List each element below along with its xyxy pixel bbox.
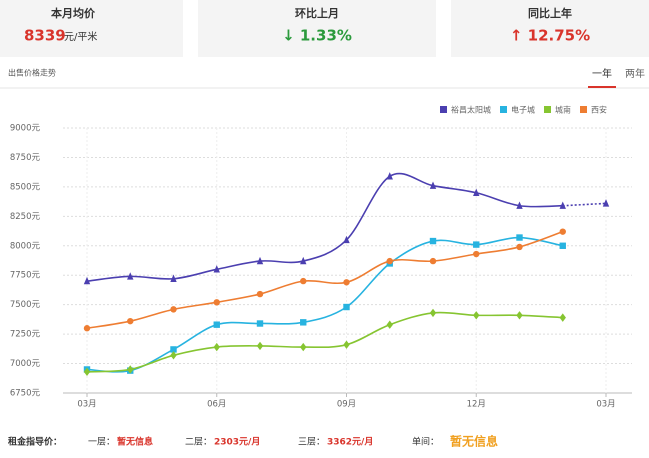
point	[516, 234, 523, 241]
point	[429, 257, 437, 265]
stat-value: 8339	[24, 27, 66, 45]
y-tick-label: 6750元	[10, 389, 41, 399]
point	[127, 272, 134, 280]
legend-label: 电子城	[511, 105, 535, 115]
point	[170, 306, 177, 313]
tab[interactable]: 两年	[625, 67, 645, 80]
stat-value: ↑ 12.75%	[510, 27, 590, 45]
rent-item-value: 暂无信息	[117, 436, 153, 448]
point	[300, 319, 307, 326]
y-tick-label: 9000元	[10, 124, 41, 134]
x-tick-label: 06月	[207, 400, 226, 410]
stat-card	[198, 0, 436, 57]
point	[386, 320, 393, 329]
stat-card	[451, 0, 649, 57]
y-tick-label: 7250元	[10, 330, 41, 340]
rent-item-value: 2303元/月	[214, 437, 260, 448]
y-tick-label: 7000元	[10, 359, 41, 369]
stat-card	[0, 0, 183, 57]
x-tick-label: 12月	[467, 400, 486, 410]
point	[213, 265, 220, 273]
stat-label: 本月均价	[51, 6, 96, 20]
point	[386, 257, 393, 265]
tab[interactable]: 一年	[592, 67, 612, 80]
y-tick-label: 8000元	[10, 241, 41, 251]
point	[127, 365, 134, 374]
point	[300, 277, 307, 285]
point	[83, 367, 91, 376]
point	[429, 237, 437, 245]
point	[386, 172, 393, 180]
point	[213, 342, 220, 352]
series-line-dashed	[562, 202, 607, 207]
y-tick-label: 8500元	[10, 182, 41, 192]
point	[473, 250, 480, 258]
rent-item-label: 单间：	[412, 436, 439, 448]
point	[170, 351, 177, 360]
legend-label: 城南	[555, 105, 571, 115]
point	[170, 274, 177, 282]
point	[256, 290, 264, 298]
point	[343, 235, 350, 244]
x-tick-label: 03月	[596, 400, 615, 410]
series-line	[86, 230, 564, 330]
point	[256, 320, 264, 327]
point	[473, 188, 480, 196]
stat-unit: 元/平米	[64, 30, 97, 43]
y-tick-label: 8250元	[10, 212, 41, 222]
legend-swatch	[544, 106, 551, 113]
point	[170, 346, 177, 353]
chart: 9000元 8750元 8500元 8250元 8000元 7750元 7500元 7250元…	[10, 105, 632, 410]
section-title: 出售价格走势	[8, 68, 56, 78]
rent-item-label: 三层：	[298, 437, 325, 448]
point	[473, 241, 480, 248]
point	[559, 242, 566, 249]
stat-label: 环比上月	[295, 6, 339, 20]
stat-value: ↓ 1.33%	[282, 27, 352, 45]
point	[429, 308, 437, 318]
rent-item-label: 二层：	[185, 437, 212, 448]
series-line	[86, 311, 563, 373]
point	[127, 317, 134, 325]
point	[516, 201, 523, 209]
rent-item-value: 暂无信息	[450, 434, 498, 449]
point	[256, 341, 264, 351]
rent-item-value: 3362元/月	[327, 437, 373, 448]
point	[256, 256, 264, 265]
legend-label: 西安	[591, 105, 607, 115]
point	[213, 321, 220, 328]
point	[602, 199, 610, 207]
point	[343, 340, 350, 349]
point	[559, 313, 566, 322]
point	[516, 243, 523, 251]
point	[559, 201, 566, 209]
point	[83, 325, 91, 332]
legend-swatch	[500, 106, 507, 113]
y-tick-label: 7750元	[10, 271, 41, 281]
x-tick-label: 09月	[337, 400, 356, 410]
stat-label: 同比上年	[528, 6, 572, 20]
point	[343, 303, 350, 311]
series-line	[86, 172, 563, 282]
point	[559, 228, 566, 235]
point	[429, 181, 437, 189]
point	[213, 299, 220, 306]
y-tick-label: 8750元	[10, 153, 41, 163]
point	[83, 276, 91, 285]
series-line	[86, 236, 563, 373]
legend-swatch	[580, 106, 587, 113]
point	[473, 311, 480, 320]
rent-label: 租金指导价：	[8, 436, 62, 448]
point	[300, 256, 307, 265]
x-tick-label: 03月	[77, 400, 96, 410]
legend-label: 裕昌太阳城	[451, 105, 491, 115]
point	[516, 311, 523, 320]
point	[300, 342, 307, 352]
y-tick-label: 7500元	[10, 300, 41, 310]
rent-item-label: 一层：	[88, 437, 115, 448]
point	[343, 279, 350, 286]
legend-swatch	[440, 106, 447, 113]
